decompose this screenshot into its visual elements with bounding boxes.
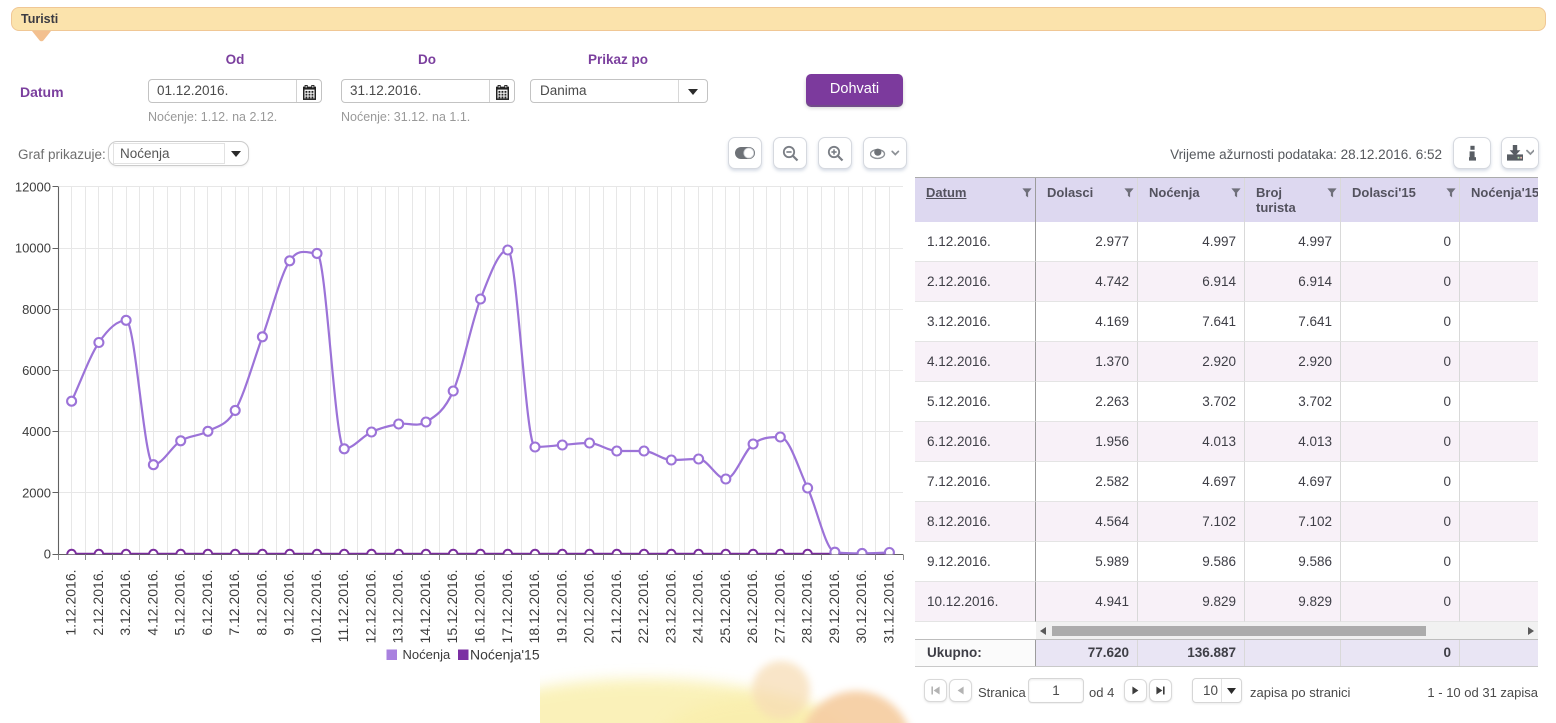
svg-text:21.12.2016.: 21.12.2016. [608, 570, 624, 644]
svg-text:28.12.2016.: 28.12.2016. [799, 570, 815, 644]
svg-text:1.12.2016.: 1.12.2016. [63, 570, 79, 636]
svg-text:10000: 10000 [15, 241, 51, 256]
svg-text:Noćenja'15: Noćenja'15 [470, 647, 540, 663]
svg-text:12.12.2016.: 12.12.2016. [363, 570, 379, 644]
svg-text:20.12.2016.: 20.12.2016. [581, 570, 597, 644]
svg-text:8.12.2016.: 8.12.2016. [253, 570, 269, 636]
svg-text:30.12.2016.: 30.12.2016. [853, 570, 869, 644]
svg-text:26.12.2016.: 26.12.2016. [744, 570, 760, 644]
svg-text:8000: 8000 [22, 302, 51, 317]
svg-text:11.12.2016.: 11.12.2016. [335, 570, 351, 643]
svg-text:10.12.2016.: 10.12.2016. [308, 570, 324, 644]
svg-text:5.12.2016.: 5.12.2016. [172, 570, 188, 636]
svg-text:3.12.2016.: 3.12.2016. [117, 570, 133, 636]
svg-text:24.12.2016.: 24.12.2016. [690, 570, 706, 644]
svg-text:31.12.2016.: 31.12.2016. [880, 570, 896, 644]
svg-text:4000: 4000 [22, 424, 51, 439]
svg-text:6.12.2016.: 6.12.2016. [199, 570, 215, 636]
svg-text:12000: 12000 [15, 180, 51, 195]
svg-text:18.12.2016.: 18.12.2016. [526, 570, 542, 644]
svg-text:23.12.2016.: 23.12.2016. [662, 570, 678, 644]
svg-text:7.12.2016.: 7.12.2016. [226, 570, 242, 636]
svg-text:16.12.2016.: 16.12.2016. [472, 570, 488, 644]
svg-text:29.12.2016.: 29.12.2016. [826, 570, 842, 644]
svg-text:9.12.2016.: 9.12.2016. [281, 570, 297, 636]
svg-text:6000: 6000 [22, 363, 51, 378]
svg-text:22.12.2016.: 22.12.2016. [635, 570, 651, 644]
svg-text:0: 0 [44, 547, 51, 562]
svg-text:Noćenja: Noćenja [403, 647, 451, 662]
svg-text:27.12.2016.: 27.12.2016. [771, 570, 787, 644]
svg-text:4.12.2016.: 4.12.2016. [144, 570, 160, 636]
svg-text:13.12.2016.: 13.12.2016. [390, 570, 406, 644]
svg-text:19.12.2016.: 19.12.2016. [553, 570, 569, 644]
svg-text:17.12.2016.: 17.12.2016. [499, 570, 515, 644]
svg-text:25.12.2016.: 25.12.2016. [717, 570, 733, 644]
svg-text:14.12.2016.: 14.12.2016. [417, 570, 433, 644]
svg-text:2000: 2000 [22, 485, 51, 500]
svg-text:2.12.2016.: 2.12.2016. [90, 570, 106, 636]
svg-text:15.12.2016.: 15.12.2016. [444, 570, 460, 644]
